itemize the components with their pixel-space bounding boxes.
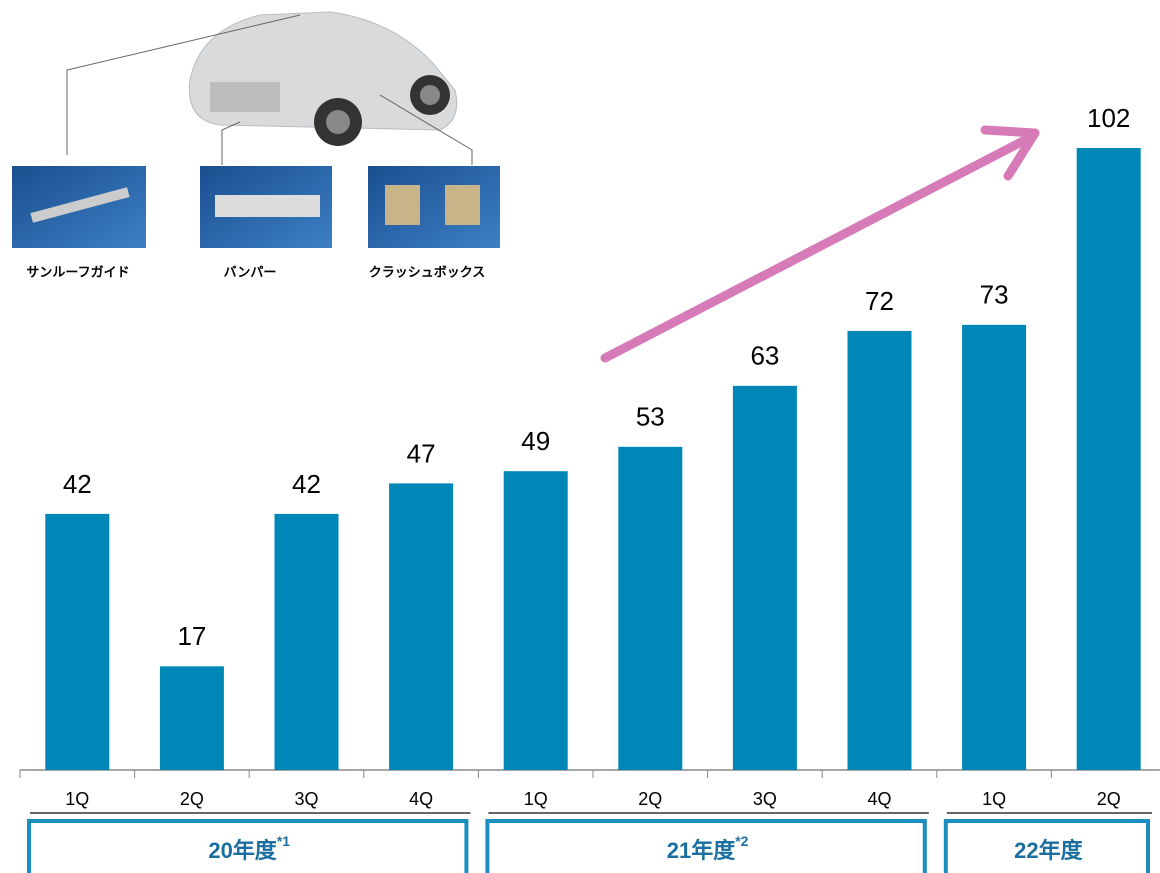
value-label: 63: [750, 341, 779, 371]
bar: [847, 330, 912, 770]
x-tick-label: 3Q: [294, 789, 318, 809]
group-note: *2: [735, 833, 748, 849]
x-tick-label: 2Q: [638, 789, 662, 809]
bar: [503, 471, 568, 770]
value-label: 73: [980, 280, 1009, 310]
bar: [159, 666, 224, 770]
x-tick-label: 2Q: [180, 789, 204, 809]
value-label: 102: [1087, 103, 1130, 133]
trend-arrow: [600, 125, 1040, 363]
product-shape: [30, 187, 130, 223]
value-label: 42: [292, 469, 321, 499]
x-tick-label: 1Q: [982, 789, 1006, 809]
x-tick-label: 1Q: [65, 789, 89, 809]
leader-lines: [66, 14, 473, 165]
product-labels: サンルーフガイド バンパー クラッシュボックス: [26, 264, 485, 279]
bar: [274, 513, 339, 770]
group-box: [485, 819, 927, 873]
x-tick-label: 2Q: [1097, 789, 1121, 809]
x-tick-label: 3Q: [753, 789, 777, 809]
value-label: 72: [865, 286, 894, 316]
x-tick-label: 4Q: [409, 789, 433, 809]
value-label: 17: [177, 621, 206, 651]
bar: [962, 324, 1027, 770]
product-label: クラッシュボックス: [369, 264, 486, 279]
x-tick-label: 4Q: [867, 789, 891, 809]
group-note: *1: [277, 833, 290, 849]
value-label: 49: [521, 426, 550, 456]
group-label-text: 20年度: [208, 838, 277, 863]
product-shape: [385, 185, 420, 225]
product-label: バンパー: [224, 264, 277, 279]
bar: [389, 483, 454, 770]
group-label-text: 22年度: [1014, 838, 1083, 863]
value-label: 53: [636, 402, 665, 432]
group-box: [27, 819, 469, 873]
group-box: [943, 819, 1150, 873]
group-label-text: 21年度: [667, 838, 736, 863]
value-label: 47: [407, 438, 436, 468]
bar: [732, 385, 797, 770]
product-label: サンルーフガイド: [26, 264, 129, 279]
group-label: 21年度*2: [667, 833, 749, 863]
x-tick-label: 1Q: [524, 789, 548, 809]
value-label: 42: [63, 469, 92, 499]
product-shape: [445, 185, 480, 225]
group-label: 22年度: [1014, 838, 1083, 863]
product-shape: [215, 195, 320, 217]
bar: [45, 513, 110, 770]
bar: [618, 446, 683, 770]
bar: [1076, 148, 1141, 770]
group-label: 20年度*1: [208, 833, 290, 863]
